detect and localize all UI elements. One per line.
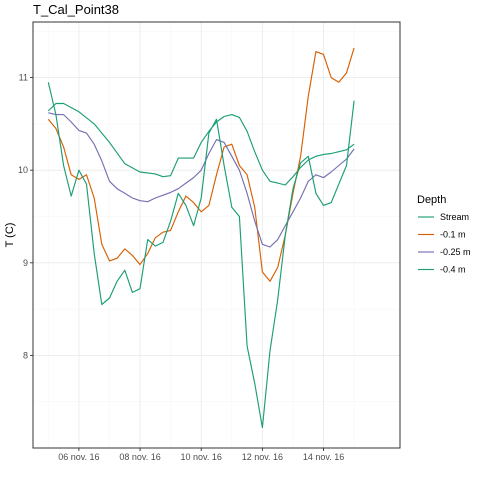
legend-label-3: -0.4 m [440, 265, 466, 275]
legend-label-0: Stream [440, 212, 469, 222]
legend-title: Depth [417, 194, 446, 206]
y-tick-label: 10 [18, 165, 28, 175]
grid [33, 22, 400, 448]
chart-title: T_Cal_Point38 [33, 2, 119, 17]
legend: Depth Stream -0.1 m -0.25 m -0.4 m [417, 194, 471, 275]
x-tick-label: 08 nov. 16 [119, 452, 160, 462]
y-axis-title: T (C) [4, 223, 16, 248]
plot-panel [32, 21, 401, 449]
series-line-0 [47, 102, 355, 186]
x-tick-label: 12 nov. 16 [242, 452, 283, 462]
series-lines [47, 47, 355, 429]
y-axis: 8 9 10 11 [18, 73, 33, 360]
x-tick-label: 14 nov. 16 [303, 452, 344, 462]
series-line-2 [48, 112, 355, 248]
y-tick-label: 8 [23, 350, 28, 360]
x-tick-label: 06 nov. 16 [58, 452, 99, 462]
series-line-1 [47, 47, 355, 282]
legend-label-2: -0.25 m [440, 247, 471, 257]
legend-label-1: -0.1 m [440, 230, 466, 240]
y-tick-label: 11 [19, 73, 28, 83]
y-tick-label: 9 [23, 258, 28, 268]
x-axis: 06 nov. 16 08 nov. 16 10 nov. 16 12 nov. 16… [58, 448, 344, 462]
x-tick-label: 10 nov. 16 [181, 452, 222, 462]
series-line-3 [47, 82, 355, 429]
